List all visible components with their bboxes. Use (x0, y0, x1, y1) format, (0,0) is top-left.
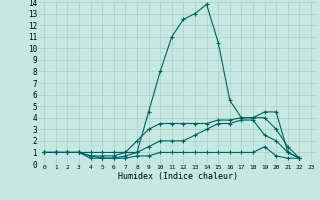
X-axis label: Humidex (Indice chaleur): Humidex (Indice chaleur) (118, 172, 238, 181)
